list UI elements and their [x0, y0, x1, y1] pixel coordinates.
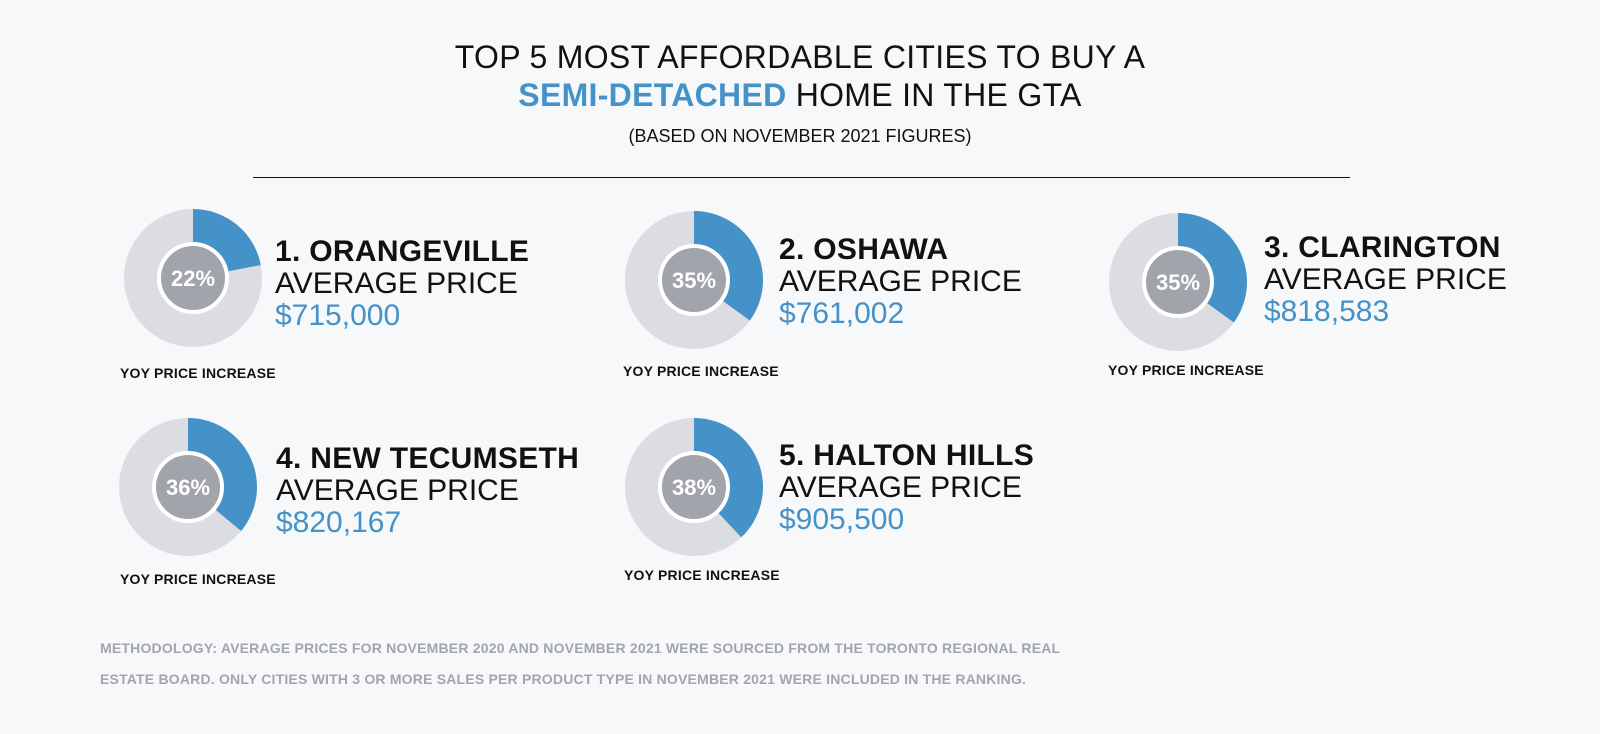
donut-chart: 22% [124, 209, 262, 347]
donut-center [658, 244, 730, 316]
city-rank-name: 1. ORANGEVILLE [275, 235, 530, 268]
donut-chart: 38% [625, 418, 763, 556]
donut-center [658, 451, 730, 523]
city-rank-name: 3. CLARINGTON [1264, 231, 1501, 264]
methodology-note: METHODOLOGY: AVERAGE PRICES FOR NOVEMBER… [100, 633, 1100, 695]
donut-center [152, 451, 224, 523]
percent-label: 22% [171, 266, 215, 291]
donut-chart: 35% [625, 211, 763, 349]
donut-chart: 36% [119, 418, 258, 556]
title-divider [253, 177, 1350, 178]
title-rest: HOME IN THE GTA [786, 77, 1082, 113]
city-info: 2. OSHAWA AVERAGE PRICE $761,002 [779, 234, 1022, 330]
percent-label: 36% [166, 475, 210, 500]
average-price-value: $715,000 [275, 299, 401, 332]
donut-center [1142, 246, 1214, 318]
city-rank-name: 2. OSHAWA [779, 233, 949, 266]
donut-segment [1178, 213, 1247, 323]
yoy-label: YOY PRICE INCREASE [120, 571, 276, 587]
percent-label: 38% [672, 475, 716, 500]
chart-subtitle: (BASED ON NOVEMBER 2021 FIGURES) [628, 126, 972, 146]
percent-label: 35% [1156, 270, 1200, 295]
city-info: 4. NEW TECUMSETH AVERAGE PRICE $820,167 [276, 443, 579, 539]
yoy-label: YOY PRICE INCREASE [623, 363, 779, 379]
average-price-value: $905,500 [779, 503, 905, 536]
city-rank-name: 4. NEW TECUMSETH [276, 442, 580, 475]
donut-segment [694, 211, 763, 321]
methodology-line-1: METHODOLOGY: AVERAGE PRICES FOR NOVEMBER… [100, 640, 1061, 656]
donut-segment [188, 418, 258, 531]
chart-title-line-2: SEMI-DETACHED HOME IN THE GTA [0, 76, 1600, 114]
average-price-value: $820,167 [276, 506, 402, 539]
title-accent: SEMI-DETACHED [518, 77, 787, 113]
city-info: 5. HALTON HILLS AVERAGE PRICE $905,500 [779, 440, 1034, 536]
yoy-label: YOY PRICE INCREASE [1108, 362, 1264, 378]
city-rank-name: 5. HALTON HILLS [779, 439, 1035, 472]
city-info: 3. CLARINGTON AVERAGE PRICE $818,583 [1264, 232, 1507, 328]
average-price-label: AVERAGE PRICE [779, 265, 1022, 298]
percent-label: 35% [672, 268, 716, 293]
yoy-label: YOY PRICE INCREASE [624, 567, 780, 583]
average-price-label: AVERAGE PRICE [275, 267, 518, 300]
methodology-line-2: ESTATE BOARD. ONLY CITIES WITH 3 OR MORE… [100, 671, 1027, 687]
donut-center [157, 242, 229, 314]
average-price-label: AVERAGE PRICE [1264, 263, 1507, 296]
yoy-label: YOY PRICE INCREASE [120, 365, 276, 381]
average-price-value: $818,583 [1264, 295, 1390, 328]
average-price-label: AVERAGE PRICE [779, 471, 1022, 504]
city-info: 1. ORANGEVILLE AVERAGE PRICE $715,000 [275, 236, 529, 332]
chart-title-line-1: TOP 5 MOST AFFORDABLE CITIES TO BUY A [454, 39, 1146, 75]
donut-chart: 35% [1109, 213, 1247, 351]
average-price-label: AVERAGE PRICE [276, 474, 519, 507]
average-price-value: $761,002 [779, 297, 905, 330]
